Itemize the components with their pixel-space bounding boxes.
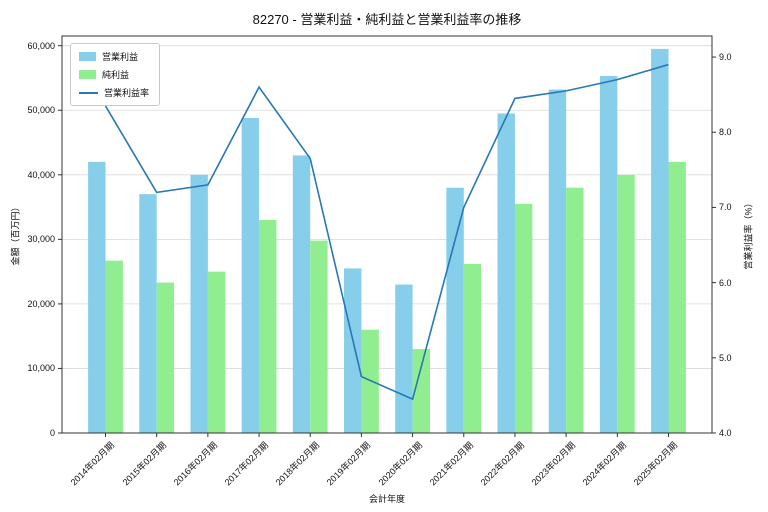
bar-operating-profit: [190, 174, 208, 433]
right-y-tick-label: 4.0: [719, 428, 732, 438]
chart-title: 82270 - 営業利益・純利益と営業利益率の推移: [252, 12, 522, 27]
bar-net-profit: [514, 203, 533, 433]
bar-net-profit: [310, 240, 328, 433]
left-y-tick-label: 0: [49, 428, 55, 438]
bar-operating-profit: [88, 161, 106, 433]
bar-net-profit: [668, 161, 686, 433]
legend-item-net-profit: 純利益: [79, 68, 149, 81]
right-y-tick-label: 6.0: [719, 277, 732, 288]
left-y-tick-label: 40,000: [27, 169, 55, 180]
bar-operating-profit: [446, 187, 464, 433]
legend: 営業利益 純利益 営業利益率: [70, 43, 161, 106]
bar-operating-profit: [292, 155, 311, 433]
bar-operating-profit: [241, 117, 260, 433]
legend-item-operating-profit: 営業利益: [79, 50, 149, 63]
bar-operating-profit: [139, 194, 157, 433]
left-y-axis-label: 金額（百万円）: [10, 202, 21, 266]
right-y-tick-label: 5.0: [719, 352, 732, 363]
left-y-tick-label: 30,000: [27, 234, 55, 245]
bar-net-profit: [207, 271, 226, 433]
bar-operating-profit: [599, 76, 618, 433]
operating-margin-line-swatch-icon: [79, 91, 98, 94]
legend-label-net-profit: 純利益: [102, 70, 130, 80]
bar-operating-profit: [548, 89, 567, 434]
plot-border: [61, 35, 713, 434]
right-y-tick-label: 8.0: [719, 127, 732, 138]
operating-margin-line: [104, 63, 669, 401]
bar-net-profit: [156, 282, 175, 433]
right-y-axis-label: 営業利益率（%）: [743, 198, 754, 270]
right-y-tick-label: 9.0: [719, 52, 732, 63]
bar-operating-profit: [395, 284, 413, 433]
bar-operating-profit: [497, 113, 515, 434]
bar-net-profit: [412, 349, 430, 433]
left-y-tick-label: 60,000: [27, 40, 55, 51]
x-axis-label: 会計年度: [368, 494, 405, 504]
legend-item-operating-margin: 営業利益率: [79, 86, 149, 99]
legend-label-operating-margin: 営業利益率: [104, 88, 150, 98]
bar-net-profit: [463, 263, 482, 433]
bar-operating-profit: [344, 268, 362, 433]
right-y-tick-label: 7.0: [719, 202, 732, 213]
legend-label-operating-profit: 営業利益: [102, 52, 139, 62]
net-profit-swatch-icon: [79, 70, 96, 79]
bar-net-profit: [566, 187, 584, 433]
left-y-tick-label: 10,000: [27, 363, 55, 374]
operating-profit-swatch-icon: [79, 52, 96, 61]
bar-net-profit: [617, 174, 635, 433]
bar-net-profit: [361, 329, 379, 433]
left-y-tick-label: 50,000: [27, 105, 55, 116]
bar-operating-profit: [651, 48, 669, 433]
bar-net-profit: [105, 260, 123, 433]
left-y-tick-label: 20,000: [27, 298, 55, 309]
bar-net-profit: [259, 219, 277, 433]
